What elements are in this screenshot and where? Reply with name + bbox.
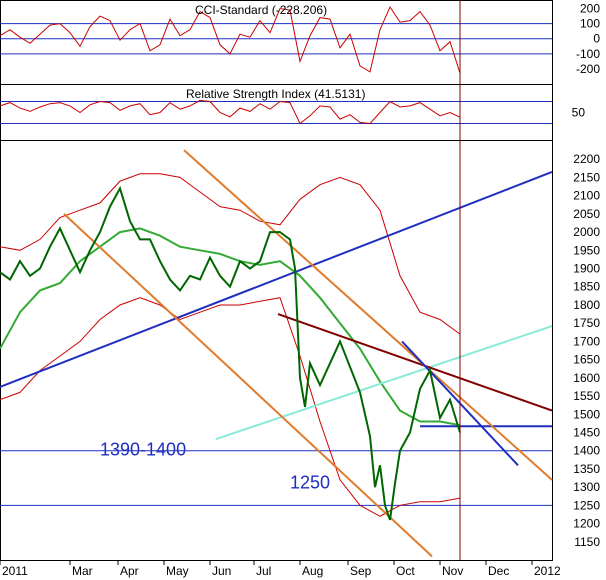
price-axis-ticks: 2200 2150 2100 2050 2000 1950 1900 1850 1800 1750… xyxy=(573,152,600,549)
price-tick-label: 2150 xyxy=(573,170,600,184)
price-panel: 1390-1400 1250 2200 2150 2100 2050 2000 1950 19… xyxy=(0,140,600,578)
time-tick-label: Dec xyxy=(488,564,509,578)
price-tick-label: 1250 xyxy=(573,498,600,512)
time-tick-label: Mar xyxy=(72,564,93,578)
price-tick-label: 1800 xyxy=(573,298,600,312)
time-tick-label: Aug xyxy=(302,564,323,578)
price-tick-label: 2200 xyxy=(573,152,600,166)
rsi-tick-label: 50 xyxy=(572,106,586,120)
cci-tick-label: 200 xyxy=(580,2,600,16)
trend-line xyxy=(183,149,553,481)
rsi-axis-ticks: 50 xyxy=(572,106,586,120)
price-tick-label: 1650 xyxy=(573,353,600,367)
price-tick-label: 1400 xyxy=(573,444,600,458)
lower-band-line xyxy=(0,297,461,517)
price-tick-label: 1850 xyxy=(573,280,600,294)
price-tick-label: 1700 xyxy=(573,334,600,348)
time-axis-ticks: 2011 Mar Apr May Jun Jul Aug Sep Oct Nov Dec 2012 xyxy=(0,560,561,578)
trend-line xyxy=(63,213,433,558)
cci-tick-label: 0 xyxy=(593,32,600,46)
price-tick-label: 1600 xyxy=(573,371,600,385)
rsi-line xyxy=(0,99,461,125)
price-tick-label: 1550 xyxy=(573,389,600,403)
price-tick-label: 2050 xyxy=(573,207,600,221)
level-labels: 1390-1400 1250 xyxy=(100,440,330,493)
cci-line xyxy=(0,5,461,74)
rsi-title: Relative Strength Index (41.5131) xyxy=(186,87,365,101)
price-tick-label: 1500 xyxy=(573,407,600,421)
cci-tick-label: -100 xyxy=(576,47,600,61)
time-tick-label: Oct xyxy=(396,564,415,578)
trend-line xyxy=(277,313,553,412)
time-tick-label: Jun xyxy=(212,564,231,578)
price-line xyxy=(0,185,461,521)
upper-band-line xyxy=(0,173,461,335)
time-tick-label: Jul xyxy=(256,564,271,578)
cci-title: CCI-Standard (-228.206) xyxy=(195,3,327,17)
price-tick-label: 1350 xyxy=(573,462,600,476)
time-tick-label: Sep xyxy=(350,564,372,578)
time-tick-label: 2012 xyxy=(534,564,561,578)
time-tick-label: Apr xyxy=(120,564,139,578)
cci-tick-label: 100 xyxy=(580,17,600,31)
price-tick-label: 2100 xyxy=(573,189,600,203)
time-tick-label: May xyxy=(166,564,189,578)
price-tick-label: 1450 xyxy=(573,425,600,439)
price-tick-label: 1300 xyxy=(573,480,600,494)
time-tick-label: 2011 xyxy=(2,564,28,578)
price-tick-label: 2000 xyxy=(573,225,600,239)
price-panel-frame xyxy=(0,140,553,561)
price-tick-label: 1900 xyxy=(573,262,600,276)
level-label: 1250 xyxy=(290,472,330,492)
cci-tick-label: -200 xyxy=(576,62,600,76)
price-tick-label: 1750 xyxy=(573,316,600,330)
time-tick-label: Nov xyxy=(442,564,463,578)
price-tick-label: 1950 xyxy=(573,243,600,257)
price-tick-label: 1150 xyxy=(574,535,600,549)
trend-line xyxy=(215,325,553,440)
level-label: 1390-1400 xyxy=(100,440,186,460)
price-tick-label: 1200 xyxy=(573,517,600,531)
